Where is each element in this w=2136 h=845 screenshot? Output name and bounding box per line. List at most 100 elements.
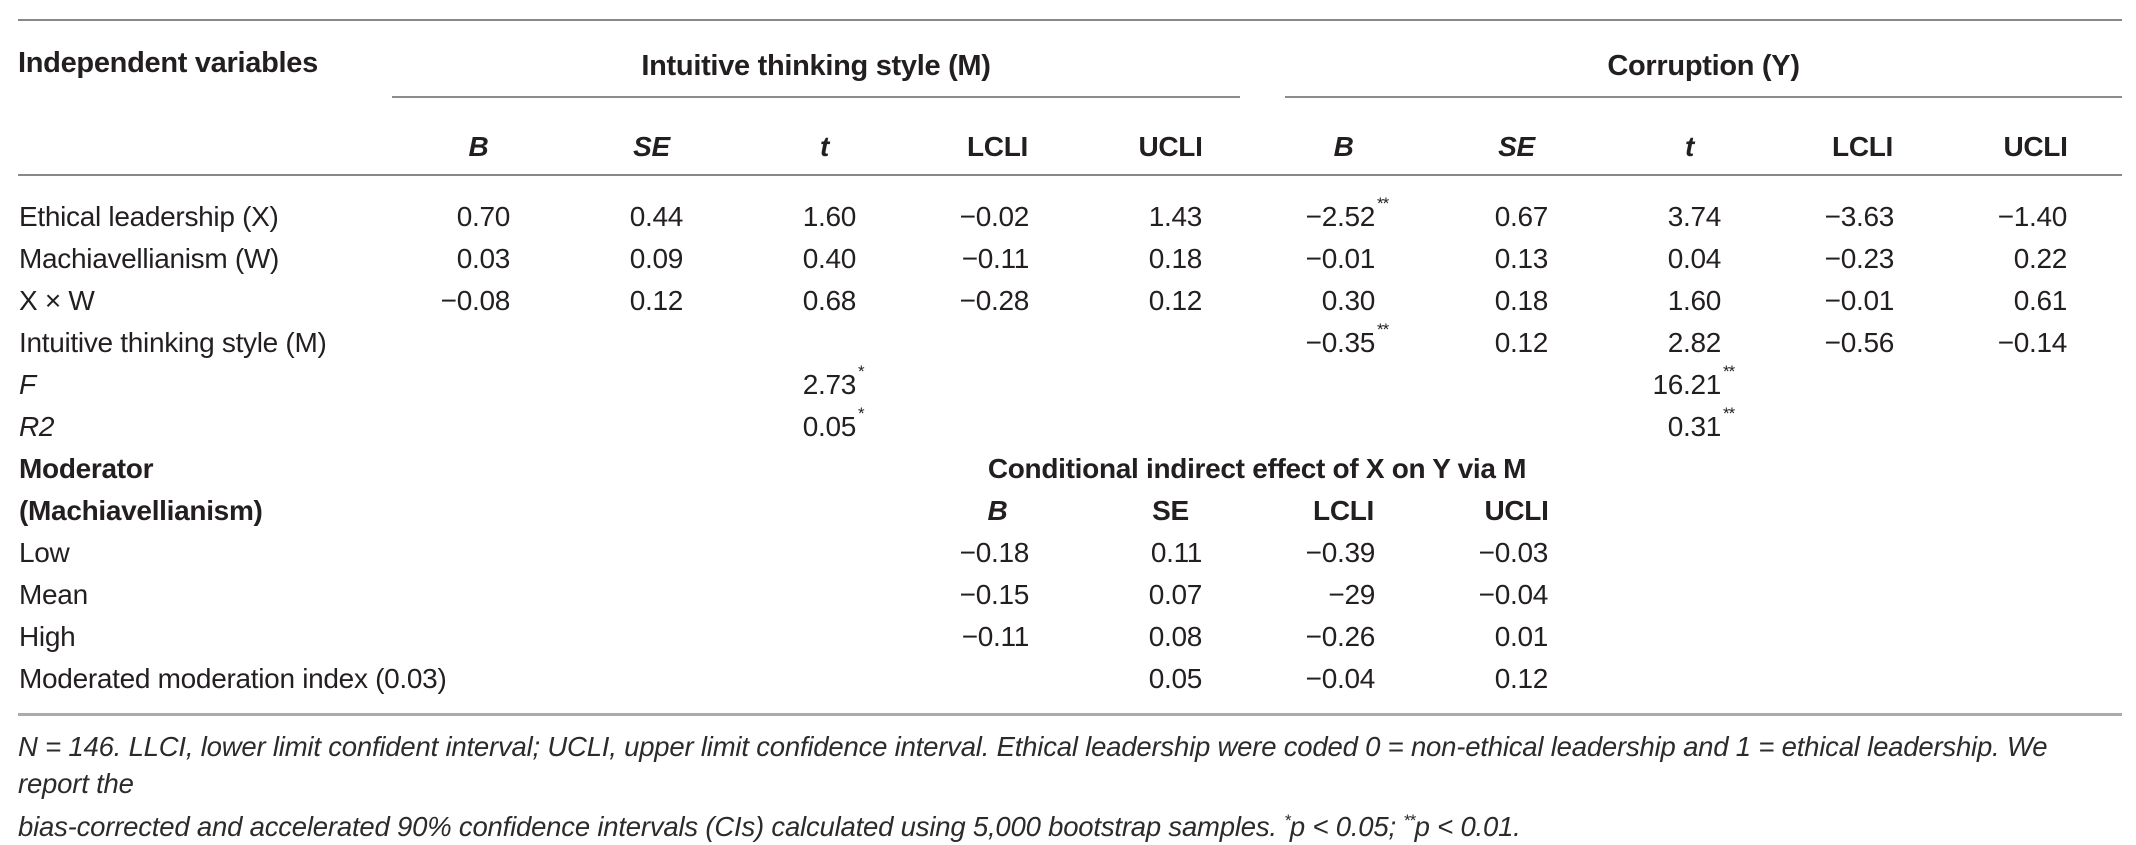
conditional-column-header-b: B [987, 495, 1008, 526]
cell-value: 0.22 [2013, 243, 2068, 274]
table-row: Machiavellianism (W) 0.03 0.09 0.40 −0.11 0.1… [18, 238, 2122, 280]
table-cell [738, 532, 911, 574]
row-label: Moderator [19, 453, 154, 484]
cell-value: 0.05 [1148, 663, 1203, 694]
table-cell [911, 658, 1084, 715]
table-cell [1776, 406, 1949, 448]
table-cell: 16.21 ** [1603, 362, 1776, 406]
table-cell: −0.23 [1776, 238, 1949, 280]
table-cell [1776, 364, 1949, 406]
table-cell [1430, 406, 1603, 448]
table-cell [1084, 406, 1257, 448]
table-cell: −0.15 [911, 574, 1084, 616]
significance-asterisk: * [1284, 811, 1291, 830]
cell-value: 0.18 [1148, 243, 1203, 274]
table-cell [565, 574, 738, 616]
cell-value: 0.44 [629, 201, 684, 232]
column-header-se-m: SE [565, 98, 738, 176]
table-cell: −3.63 [1776, 175, 1949, 238]
cell-value: 0.07 [1148, 579, 1203, 610]
table-cell [392, 406, 565, 448]
table-cell: −0.04 [1257, 658, 1430, 715]
cell-value: 0.40 [802, 243, 857, 274]
table-cell [392, 532, 565, 574]
table-cell [1949, 364, 2122, 406]
table-cell: 0.44 [565, 175, 738, 238]
table-cell [1430, 364, 1603, 406]
table-cell [911, 406, 1084, 448]
table-cell [738, 616, 911, 658]
column-header-ucli-y: UCLI [1949, 98, 2123, 176]
table-cell: −0.39 [1257, 532, 1430, 574]
cell-value: −0.18 [959, 537, 1030, 568]
column-header-t-m: t [738, 98, 911, 176]
table-cell [1949, 490, 2122, 532]
table-cell: 0.18 [1430, 280, 1603, 322]
table-cell: −0.14 [1949, 322, 2122, 364]
cell-value: −2.52 ** [1305, 194, 1390, 232]
moderator-value-row: Mean −0.15 0.07 −29 −0.04 [18, 574, 2122, 616]
table-cell: 1.43 [1084, 175, 1257, 238]
table-cell: −0.56 [1776, 322, 1949, 364]
table-cell [392, 574, 565, 616]
table-row: R2 0.05 * 0.31 ** [18, 404, 2122, 448]
table-cell: 0.09 [565, 238, 738, 280]
table-cell [565, 490, 738, 532]
table-cell: −0.26 [1257, 616, 1430, 658]
column-header-row: B SE t LCLI UCLI B SE t LCLI UCLI [18, 98, 2123, 176]
table-cell [1776, 616, 1949, 658]
conditional-effect-header: Conditional indirect effect of X on Y vi… [987, 453, 1527, 484]
table-cell: 0.31 ** [1603, 404, 1776, 448]
conditional-column-header-se: SE [1152, 495, 1189, 526]
table-cell: −2.52 ** [1257, 175, 1430, 238]
table-cell [392, 448, 565, 490]
corner-header: Independent variables [18, 47, 318, 79]
table-cell: 0.40 [738, 238, 911, 280]
cell-value: −0.02 [959, 201, 1030, 232]
table-cell: 2.73 * [738, 362, 911, 406]
cell-value: −0.04 [1305, 663, 1376, 694]
conditional-column-header-lcli: LCLI [1313, 495, 1375, 526]
row-label: Intuitive thinking style (M) [19, 327, 327, 358]
table-cell: 0.22 [1949, 238, 2122, 280]
table-cell: 0.30 [1257, 280, 1430, 322]
cell-value: 2.82 [1667, 327, 1722, 358]
cell-value: 0.13 [1494, 243, 1549, 274]
conditional-subheader-row: (Machiavellianism) B SE LCLI UCLI [18, 490, 2122, 532]
cell-value: −0.01 [1305, 243, 1376, 274]
cell-value: −0.35 ** [1305, 320, 1390, 358]
cell-value: 1.43 [1148, 201, 1203, 232]
row-label: Moderated moderation index (0.03) [19, 663, 447, 694]
column-header-spacer [18, 98, 392, 176]
table-cell [738, 574, 911, 616]
table-cell [392, 490, 565, 532]
cell-value: −0.11 [961, 621, 1030, 652]
table-cell [565, 448, 738, 490]
row-label: High [19, 621, 76, 652]
cell-value: −29 [1328, 579, 1376, 610]
conditional-column-header-ucli: UCLI [1484, 495, 1549, 526]
cell-value: 0.11 [1150, 537, 1203, 568]
table-cell: 1.60 [738, 175, 911, 238]
table-cell: −0.04 [1430, 574, 1603, 616]
table-cell [1084, 322, 1257, 364]
cell-value: 0.12 [1148, 285, 1203, 316]
row-label: (Machiavellianism) [19, 495, 263, 526]
cell-value: −3.63 [1824, 201, 1895, 232]
cell-value: −1.40 [1997, 201, 2068, 232]
table-cell [1776, 448, 1949, 490]
table-cell [1776, 532, 1949, 574]
significance-asterisk: ** [1723, 362, 1735, 381]
moderator-value-row: High −0.11 0.08 −0.26 0.01 [18, 616, 2122, 658]
table-cell [565, 322, 738, 364]
cell-value: 0.18 [1494, 285, 1549, 316]
table-cell [1603, 574, 1776, 616]
table-cell [565, 658, 738, 715]
table-cell: 0.68 [738, 280, 911, 322]
column-header-lcli-m: LCLI [911, 98, 1084, 176]
cell-value: −0.23 [1824, 243, 1895, 274]
cell-value: 1.60 [1667, 285, 1722, 316]
table-cell: −0.18 [911, 532, 1084, 574]
table-cell: 0.12 [1430, 322, 1603, 364]
